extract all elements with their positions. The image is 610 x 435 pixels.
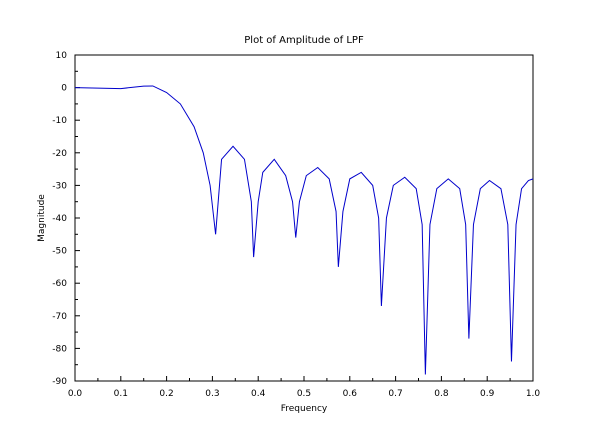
x-tick-label: 1.0 — [526, 389, 541, 399]
x-tick-label: 0.8 — [434, 389, 449, 399]
y-tick-label: -90 — [52, 377, 67, 387]
y-axis-label: Magnitude — [37, 194, 47, 242]
y-tick-label: -30 — [52, 181, 67, 191]
y-tick-label: -10 — [52, 116, 67, 126]
chart-title: Plot of Amplitude of LPF — [244, 35, 364, 46]
x-tick-label: 0.7 — [388, 389, 402, 399]
amplitude-series-line — [74, 85, 534, 375]
y-tick-label: -50 — [52, 247, 67, 257]
x-tick-label: 0.3 — [205, 389, 219, 399]
x-tick-label: 0.6 — [343, 389, 358, 399]
y-tick-label: -20 — [52, 149, 67, 159]
x-axis-label: Frequency — [281, 404, 328, 414]
y-tick-label: -60 — [52, 279, 67, 289]
y-tick-label: -80 — [52, 344, 67, 354]
y-tick-label: 0 — [61, 84, 67, 94]
x-tick-label: 0.4 — [251, 389, 266, 399]
x-tick-label: 0.1 — [114, 389, 128, 399]
y-tick-label: -40 — [52, 214, 67, 224]
x-tick-label: 0.9 — [480, 389, 495, 399]
x-tick-label: 0.5 — [297, 389, 311, 399]
y-tick-label: -70 — [52, 312, 67, 322]
y-axis: 10 0 -10 -20 -30 -40 -50 -60 -70 -80 -90 — [52, 51, 80, 387]
x-axis: 0.0 0.1 0.2 0.3 0.4 0.5 0.6 0.7 0.8 0.9 1.0 — [68, 376, 541, 399]
x-tick-label: 0.0 — [68, 389, 83, 399]
x-tick-label: 0.2 — [159, 389, 173, 399]
y-tick-label: 10 — [56, 51, 68, 61]
